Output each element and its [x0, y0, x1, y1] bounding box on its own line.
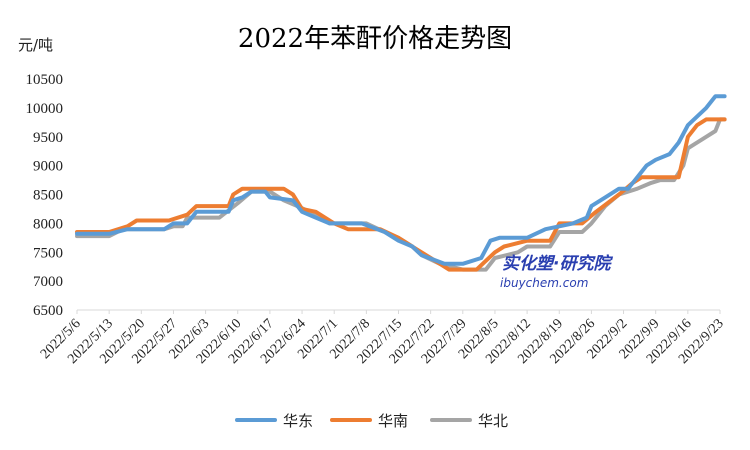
- legend-label-1: 华南: [378, 412, 408, 430]
- y-tick-label: 9500: [33, 130, 63, 146]
- y-tick-label: 10000: [26, 101, 64, 117]
- chart-title: 2022年苯酐价格走势图: [238, 24, 512, 54]
- series-line-1: [75, 117, 727, 272]
- legend-label-0: 华东: [283, 412, 313, 430]
- y-tick-label: 7000: [33, 274, 63, 290]
- x-axis-ticks: 2022/5/62022/5/132022/5/202022/5/272022/…: [38, 310, 727, 367]
- watermark-cn: 实化塑·研究院: [502, 254, 613, 274]
- series-line-0: [75, 94, 727, 266]
- legend-label-2: 华北: [478, 412, 508, 430]
- y-tick-label: 8500: [33, 188, 63, 204]
- y-tick-label: 7500: [33, 245, 63, 261]
- watermark-en: ibuychem.com: [500, 276, 588, 290]
- series-lines: [75, 94, 727, 272]
- y-tick-label: 10500: [26, 72, 64, 88]
- series-line-2: [75, 117, 727, 272]
- y-axis-ticks: 6500 7000 7500 8000 8500 9000 9500 10000 10500: [26, 72, 64, 319]
- y-tick-label: 9000: [33, 159, 63, 175]
- legend: 华东 华南 华北: [235, 412, 508, 430]
- y-tick-label: 6500: [33, 303, 63, 319]
- watermark: 实化塑·研究院 ibuychem.com: [500, 254, 613, 290]
- y-tick-label: 8000: [33, 216, 63, 232]
- y-axis-unit: 元/吨: [18, 36, 53, 54]
